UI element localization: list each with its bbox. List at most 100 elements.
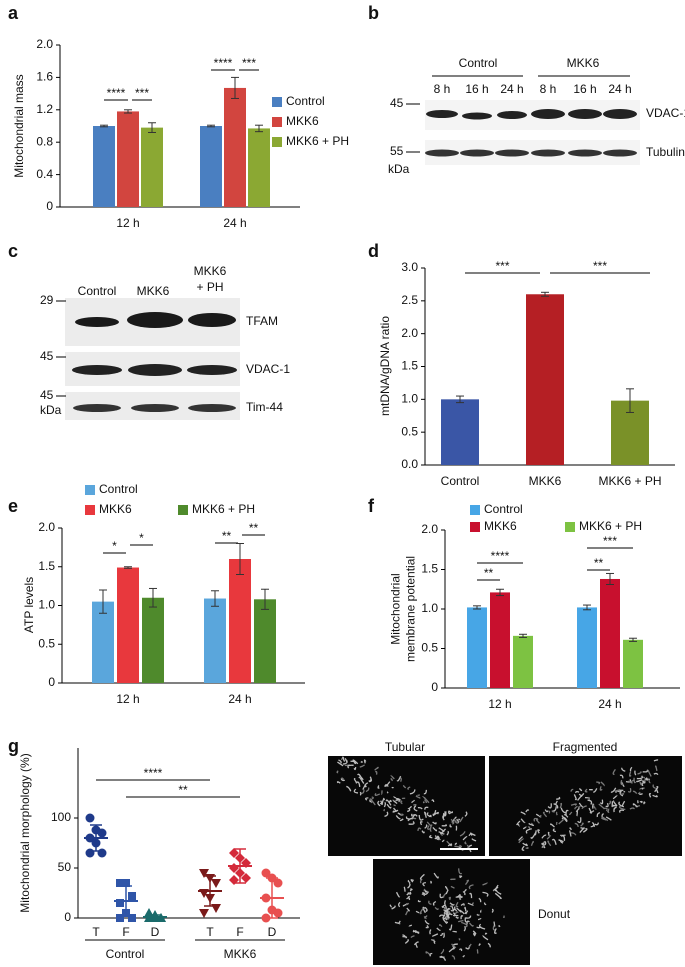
- mito-strand: [461, 921, 468, 928]
- data-point: [128, 914, 136, 922]
- mito-strand: [451, 943, 457, 949]
- legend-swatch: [85, 505, 95, 515]
- mito-strand: [390, 778, 394, 782]
- mito-strand: [396, 775, 402, 782]
- legend-swatch: [470, 522, 480, 532]
- mito-strand: [424, 813, 427, 818]
- mito-strand: [424, 799, 428, 804]
- mito-strand: [424, 915, 428, 919]
- mito-strand: [395, 815, 401, 820]
- data-point: [199, 869, 209, 878]
- mito-strand: [463, 892, 466, 896]
- y-tick-label: 0.0: [401, 457, 418, 471]
- y-tick-label: 0.5: [38, 636, 55, 650]
- mito-strand: [371, 796, 374, 800]
- mito-strand: [465, 915, 472, 919]
- mito-strand: [432, 810, 437, 815]
- marker-size: 45: [40, 349, 54, 363]
- mito-strand: [476, 913, 480, 916]
- mito-strand: [553, 803, 559, 809]
- marker-size: 55: [390, 144, 404, 158]
- bar: [467, 607, 487, 688]
- mito-strand: [374, 766, 379, 771]
- mito-strand: [407, 879, 411, 884]
- mito-strand: [543, 841, 547, 845]
- significance-label: ***: [135, 86, 149, 100]
- mito-strand: [406, 907, 410, 912]
- error-bar: [255, 124, 263, 133]
- mito-strand: [438, 831, 445, 835]
- data-point: [273, 878, 283, 888]
- mito-strand: [610, 787, 617, 793]
- bands: [73, 404, 236, 412]
- x-tick-label: 24 h: [228, 692, 251, 706]
- mito-strand: [533, 817, 538, 822]
- mito-strand: [352, 759, 359, 765]
- mito-strand: [425, 925, 429, 929]
- mito-strand: [460, 903, 465, 907]
- mito-strand: [632, 803, 638, 808]
- y-tick-label: 1.5: [38, 559, 55, 573]
- mito-strand: [618, 805, 626, 811]
- mito-strand: [359, 777, 365, 784]
- mito-strand: [520, 811, 526, 816]
- significance-label: **: [594, 556, 604, 570]
- mito-strand: [643, 801, 646, 805]
- mito-strand: [619, 790, 624, 797]
- bar: [92, 601, 114, 683]
- mito-strand: [498, 925, 501, 928]
- mito-strand: [522, 842, 528, 847]
- mito-strand: [458, 938, 461, 941]
- mito-strand: [447, 843, 453, 847]
- significance-label: **: [222, 529, 232, 543]
- significance-label: ****: [144, 766, 163, 780]
- mito-strand: [460, 915, 464, 920]
- error-bar: [100, 124, 108, 128]
- mito-strand: [449, 905, 452, 908]
- x-tick-label: F: [122, 925, 129, 939]
- mito-strand: [633, 777, 637, 784]
- mito-strand: [347, 764, 354, 769]
- significance-label: ****: [107, 86, 126, 100]
- x-tick-label: D: [268, 925, 277, 939]
- mito-strand: [469, 922, 474, 927]
- mito-strand: [403, 886, 406, 892]
- x-tick-label: MKK6: [529, 474, 562, 488]
- mito-strand: [518, 838, 524, 844]
- mito-strand: [574, 822, 579, 827]
- mito-strand: [458, 868, 463, 875]
- mito-strand: [428, 900, 432, 905]
- legend-label: Control: [99, 482, 138, 496]
- y-axis-label: mtDNA/gDNA ratio: [378, 316, 392, 416]
- legend-swatch: [272, 117, 282, 127]
- mito-strand: [392, 809, 399, 813]
- mito-strand: [620, 779, 624, 786]
- mito-strand: [364, 782, 369, 788]
- lane-label: 8 h: [434, 82, 451, 96]
- mito-strand: [619, 774, 624, 779]
- mito-strand: [417, 806, 423, 810]
- mito-strand: [629, 807, 635, 810]
- legend-swatch: [272, 137, 282, 147]
- mito-strand: [346, 785, 352, 792]
- mito-strand: [634, 770, 637, 776]
- mito-strand: [397, 812, 401, 816]
- bands: [425, 149, 637, 157]
- mito-strand: [448, 924, 453, 931]
- mito-strand: [652, 784, 656, 789]
- mito-strand: [444, 811, 447, 817]
- mito-strand: [439, 893, 444, 899]
- mito-strand: [570, 803, 577, 806]
- mito-strand: [386, 791, 389, 794]
- error-bar: [541, 291, 549, 297]
- mito-strand: [457, 919, 464, 923]
- mito-strand: [528, 823, 535, 827]
- y-tick-label: 0: [64, 910, 71, 924]
- y-tick-label: 2.5: [401, 293, 418, 307]
- x-tick-label: T: [206, 925, 214, 939]
- error-bar: [124, 566, 132, 569]
- mito-strand: [636, 779, 643, 783]
- mito-strand: [458, 818, 461, 821]
- mito-strand: [426, 821, 433, 827]
- mito-strand: [591, 822, 596, 827]
